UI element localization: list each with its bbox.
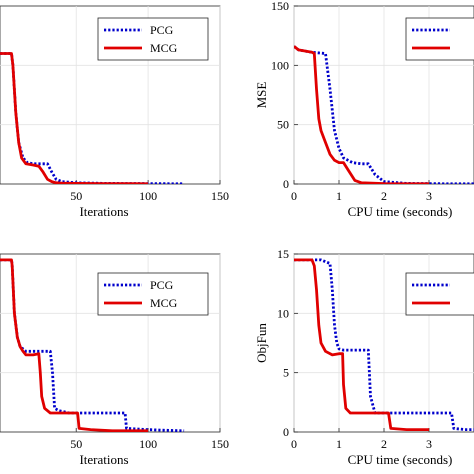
- x-axis-label: CPU time (seconds): [348, 452, 453, 467]
- subplot-bottom-right: 0 1 2 3 0 5 10 15 CPU time (seconds) ObjFun: [254, 247, 474, 467]
- x-tick-label: 150: [211, 437, 229, 451]
- y-tick-label: 50: [277, 118, 289, 132]
- x-axis-label: Iterations: [79, 452, 128, 467]
- legend: [405, 272, 474, 316]
- x-tick-label: 0: [291, 189, 297, 203]
- x-tick-label: 50: [70, 437, 82, 451]
- legend-label-mcg: MCG: [150, 41, 178, 55]
- x-tick-label: 150: [211, 189, 229, 203]
- legend-label-pcg: PCG: [150, 278, 174, 292]
- x-tick-label: 1: [336, 189, 342, 203]
- y-axis-label: MSE: [254, 82, 269, 109]
- series-line-mcg: [294, 258, 429, 432]
- series-line-mcg: [294, 45, 430, 184]
- y-tick-label: 10: [277, 306, 289, 320]
- legend-label-mcg: MCG: [150, 296, 178, 310]
- legend-box: [405, 17, 474, 61]
- x-tick-label: 0: [291, 437, 297, 451]
- y-tick-label: 5: [283, 366, 289, 380]
- legend-label-pcg: PCG: [150, 23, 174, 37]
- legend-box: [405, 272, 474, 316]
- y-tick-label: 15: [277, 247, 289, 261]
- legend: PCG MCG: [97, 272, 209, 316]
- y-tick-label: 150: [271, 0, 289, 13]
- series-line-mcg: [0, 258, 149, 432]
- legend-box: [97, 17, 209, 61]
- series-line-mcg: [0, 52, 149, 184]
- subplot-top-left: 50 100 150 Iterations PCG MCG: [0, 5, 229, 219]
- subplot-top-right: 0 1 2 3 0 50 100 150 CPU time (seconds) MSE: [254, 0, 474, 219]
- legend: [405, 17, 474, 61]
- x-tick-label: 2: [381, 437, 387, 451]
- y-tick-label: 100: [271, 58, 289, 72]
- x-tick-label: 50: [70, 189, 82, 203]
- y-tick-label: 0: [283, 177, 289, 191]
- x-axis-label: Iterations: [79, 204, 128, 219]
- subplot-bottom-left: 50 100 150 Iterations PCG MCG: [0, 253, 229, 467]
- x-tick-label: 3: [426, 189, 432, 203]
- y-axis-label: ObjFun: [254, 323, 269, 363]
- series-line-pcg: [294, 258, 474, 432]
- x-tick-label: 2: [381, 189, 387, 203]
- y-tick-label: 0: [283, 425, 289, 439]
- legend: PCG MCG: [97, 17, 209, 61]
- x-tick-label: 100: [139, 189, 157, 203]
- x-tick-label: 3: [426, 437, 432, 451]
- x-tick-label: 1: [336, 437, 342, 451]
- x-tick-label: 100: [139, 437, 157, 451]
- legend-box: [97, 272, 209, 316]
- x-axis-label: CPU time (seconds): [348, 204, 453, 219]
